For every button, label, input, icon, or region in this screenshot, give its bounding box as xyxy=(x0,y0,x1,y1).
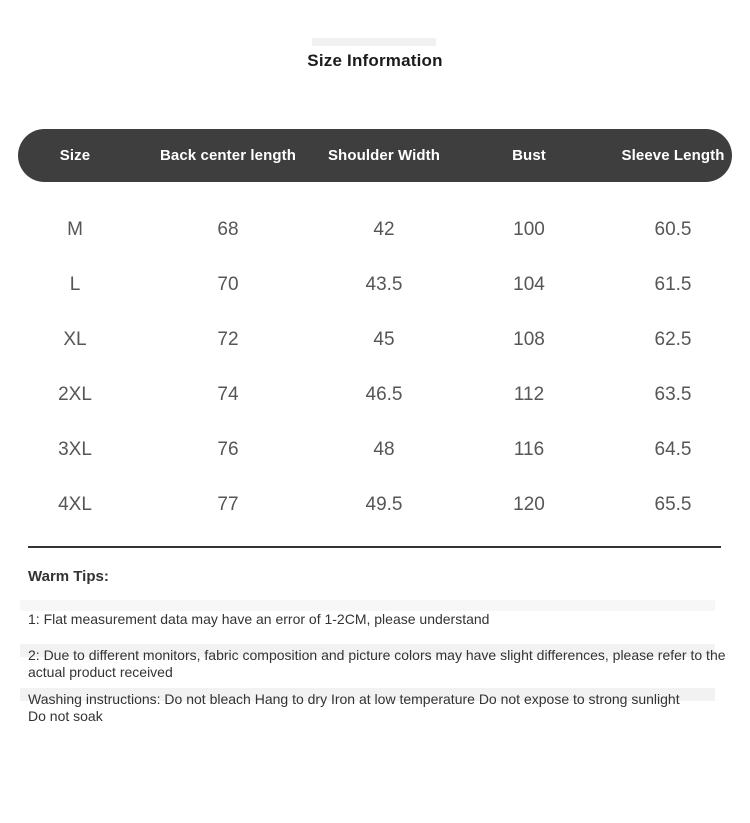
cell-sleeve-length: 64.5 xyxy=(654,438,692,460)
page-title: Size Information xyxy=(307,51,443,70)
table-row: L 70 43.5 104 61.5 xyxy=(18,257,732,312)
divider-line xyxy=(28,546,721,548)
warm-tips-heading: Warm Tips: xyxy=(28,568,109,585)
cell-shoulder-width: 48 xyxy=(373,438,395,460)
cell-sleeve-length: 62.5 xyxy=(654,328,692,350)
cell-shoulder-width: 42 xyxy=(373,218,395,240)
cell-size: 4XL xyxy=(58,493,92,515)
size-table-header: Size Back center length Shoulder Width B… xyxy=(18,129,732,182)
cell-bust: 120 xyxy=(513,493,545,515)
column-header-sleeve-length: Sleeve Length xyxy=(621,147,725,164)
cell-sleeve-length: 63.5 xyxy=(654,383,692,405)
cell-size: M xyxy=(67,218,83,240)
cell-size: XL xyxy=(63,328,87,350)
column-header-shoulder-width: Shoulder Width xyxy=(327,147,441,164)
cell-back-center-length: 74 xyxy=(217,383,239,405)
artifact-smudge xyxy=(312,38,436,46)
tip-color-difference: 2: Due to different monitors, fabric com… xyxy=(28,647,726,680)
table-row: 4XL 77 49.5 120 65.5 xyxy=(18,477,732,532)
column-header-bust: Bust xyxy=(512,147,546,164)
cell-bust: 112 xyxy=(513,383,545,405)
cell-back-center-length: 70 xyxy=(217,273,239,295)
tip-measurement-error: 1: Flat measurement data may have an err… xyxy=(28,611,490,627)
artifact-band xyxy=(20,688,715,701)
table-row: 3XL 76 48 116 64.5 xyxy=(18,422,732,477)
cell-bust: 116 xyxy=(513,438,545,460)
cell-sleeve-length: 60.5 xyxy=(654,218,692,240)
cell-shoulder-width: 49.5 xyxy=(365,493,403,515)
washing-instructions: Washing instructions: Do not bleach Hang… xyxy=(28,691,680,724)
cell-back-center-length: 77 xyxy=(217,493,239,515)
table-row: XL 72 45 108 62.5 xyxy=(18,312,732,367)
cell-bust: 100 xyxy=(513,218,545,240)
cell-back-center-length: 72 xyxy=(217,328,239,350)
cell-shoulder-width: 45 xyxy=(373,328,395,350)
cell-bust: 108 xyxy=(513,328,545,350)
cell-back-center-length: 68 xyxy=(217,218,239,240)
cell-back-center-length: 76 xyxy=(217,438,239,460)
cell-size: L xyxy=(69,273,81,295)
cell-sleeve-length: 65.5 xyxy=(654,493,692,515)
cell-sleeve-length: 61.5 xyxy=(654,273,692,295)
column-header-size: Size xyxy=(59,147,91,164)
table-row: 2XL 74 46.5 112 63.5 xyxy=(18,367,732,422)
table-row: M 68 42 100 60.5 xyxy=(18,202,732,257)
cell-shoulder-width: 46.5 xyxy=(365,383,403,405)
cell-size: 3XL xyxy=(58,438,92,460)
cell-bust: 104 xyxy=(513,273,545,295)
size-table-body: M 68 42 100 60.5 L 70 43.5 104 61.5 XL 7… xyxy=(18,202,732,532)
artifact-band xyxy=(20,600,715,611)
cell-size: 2XL xyxy=(58,383,92,405)
cell-shoulder-width: 43.5 xyxy=(365,273,403,295)
column-header-back-center-length: Back center length xyxy=(159,147,296,164)
artifact-band xyxy=(20,644,715,657)
